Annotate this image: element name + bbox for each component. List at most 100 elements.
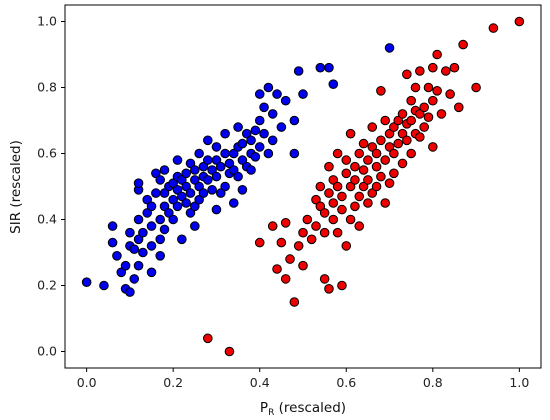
plot-frame xyxy=(64,4,542,369)
data-point-blue xyxy=(190,165,200,175)
data-point-red xyxy=(332,148,343,159)
data-point-red xyxy=(324,284,334,294)
data-point-red xyxy=(432,86,442,96)
data-point-blue xyxy=(228,198,239,208)
data-point-red xyxy=(328,214,339,225)
data-point-red xyxy=(428,95,438,106)
data-point-blue xyxy=(125,227,135,238)
data-point-red xyxy=(428,142,438,152)
data-point-red xyxy=(345,181,356,192)
x-axis-label-subscript: R xyxy=(268,408,274,418)
data-point-red xyxy=(319,208,330,218)
data-point-blue xyxy=(112,251,122,261)
data-point-blue xyxy=(129,244,140,254)
data-point-blue xyxy=(203,135,213,146)
data-point-red xyxy=(306,234,317,245)
data-point-blue xyxy=(259,102,269,113)
x-tick-label: 0.6 xyxy=(336,375,356,390)
data-point-red xyxy=(354,191,365,202)
data-point-blue xyxy=(138,227,148,238)
x-axis-label: PR (rescaled) xyxy=(260,400,346,418)
data-point-blue xyxy=(159,224,170,235)
data-point-blue xyxy=(177,175,187,185)
data-point-blue xyxy=(164,208,174,218)
data-point-blue xyxy=(181,168,191,179)
data-point-red xyxy=(371,181,382,192)
data-point-red xyxy=(393,115,404,126)
data-point-red xyxy=(311,194,321,205)
data-point-red xyxy=(332,227,343,238)
data-point-red xyxy=(423,112,434,122)
data-point-blue xyxy=(133,214,144,225)
data-point-blue xyxy=(259,128,269,139)
data-point-red xyxy=(380,115,391,126)
data-point-red xyxy=(453,102,464,113)
y-axis: 0.0 0.2 0.4 0.6 0.8 1.0 xyxy=(37,14,65,359)
data-point-blue xyxy=(203,155,213,165)
data-point-red xyxy=(341,241,352,251)
data-point-blue xyxy=(185,188,196,198)
data-point-red xyxy=(272,264,282,274)
data-point-red xyxy=(302,214,313,225)
data-point-blue xyxy=(159,201,170,212)
data-point-blue xyxy=(133,234,144,245)
data-point-red xyxy=(436,109,447,119)
data-point-red xyxy=(397,158,408,169)
x-tick-label: 0.8 xyxy=(423,375,443,390)
data-point-red xyxy=(203,333,213,344)
data-point-blue xyxy=(237,185,248,195)
data-point-blue xyxy=(116,267,127,278)
data-point-red xyxy=(328,198,339,208)
data-point-blue xyxy=(168,178,178,188)
x-tick-label: 0.2 xyxy=(163,375,183,390)
data-point-blue xyxy=(237,138,248,149)
data-point-red xyxy=(367,122,378,132)
data-point-red xyxy=(367,142,378,152)
data-point-blue xyxy=(190,201,200,212)
data-point-red xyxy=(371,148,382,159)
data-point-red xyxy=(402,135,412,146)
data-point-blue xyxy=(138,247,148,258)
data-point-blue xyxy=(181,198,191,208)
data-point-red xyxy=(293,241,304,251)
data-point-red xyxy=(406,115,416,126)
data-point-red xyxy=(276,237,287,248)
data-point-blue xyxy=(211,204,222,215)
data-point-blue xyxy=(181,181,191,192)
data-point-blue xyxy=(263,82,274,93)
data-point-blue xyxy=(107,237,118,248)
data-point-red xyxy=(254,237,265,248)
data-point-blue xyxy=(151,188,161,198)
data-point-blue xyxy=(250,152,261,162)
data-point-blue xyxy=(211,155,222,165)
data-point-blue xyxy=(185,208,196,218)
data-point-red xyxy=(428,62,438,73)
data-point-blue xyxy=(177,191,187,202)
data-point-blue xyxy=(146,241,157,251)
data-point-blue xyxy=(142,194,153,205)
data-point-red xyxy=(423,82,434,93)
data-point-blue xyxy=(146,267,157,278)
data-point-blue xyxy=(328,79,339,89)
data-point-red xyxy=(311,221,321,231)
data-point-blue xyxy=(172,155,183,165)
data-point-blue xyxy=(254,89,265,99)
data-point-red xyxy=(289,297,300,307)
data-point-blue xyxy=(99,280,109,291)
data-point-blue xyxy=(324,62,334,73)
data-point-blue xyxy=(246,165,256,175)
x-tick-label: 0.4 xyxy=(250,375,270,390)
data-point-blue xyxy=(228,148,239,159)
data-point-blue xyxy=(233,122,243,132)
data-point-red xyxy=(376,171,386,182)
data-point-blue xyxy=(125,287,135,297)
data-point-red xyxy=(380,198,391,208)
data-point-blue xyxy=(155,251,165,261)
y-tick-label: 0.2 xyxy=(37,278,57,293)
data-point-red xyxy=(410,82,421,93)
data-point-red xyxy=(345,128,356,139)
data-point-red xyxy=(315,201,326,212)
data-point-blue xyxy=(315,62,326,73)
data-point-blue xyxy=(168,194,178,205)
data-point-red xyxy=(367,188,378,198)
